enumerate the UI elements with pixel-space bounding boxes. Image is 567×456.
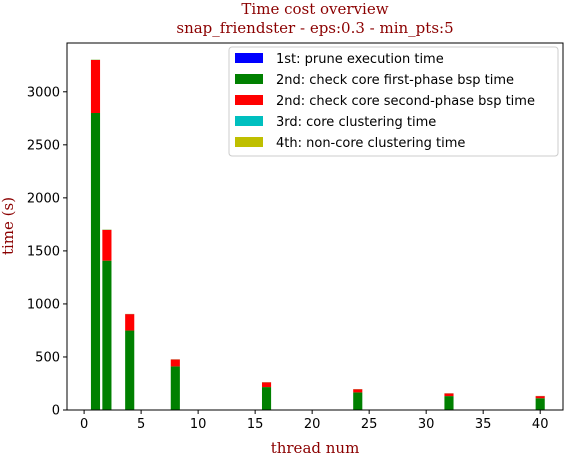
- bar-segment-series2-x32: [444, 396, 454, 410]
- x-tick-label: 10: [190, 417, 207, 432]
- bar-segment-series3-x4: [125, 314, 135, 331]
- x-tick-label: 15: [247, 417, 264, 432]
- legend-label-series2: 2nd: check core first-phase bsp time: [276, 73, 514, 88]
- bar-segment-series2-x8: [170, 366, 180, 410]
- legend-label-series1: 1st: prune execution time: [276, 52, 444, 67]
- x-tick-label: 30: [418, 417, 435, 432]
- x-tick-label: 40: [532, 417, 549, 432]
- bar-segment-series3-x1: [90, 59, 101, 113]
- y-tick-label: 2000: [27, 191, 60, 206]
- x-tick-label: 5: [137, 417, 145, 432]
- legend-swatch-series4: [235, 116, 263, 126]
- bar-segment-series2-x1: [90, 113, 101, 410]
- legend-swatch-series5: [235, 137, 263, 147]
- bar-segment-series3-x8: [170, 359, 180, 367]
- legend-label-series5: 4th: non-core clustering time: [276, 136, 465, 151]
- bar-segment-series3-x32: [444, 393, 454, 397]
- y-tick-label: 500: [35, 350, 60, 365]
- legend: 1st: prune execution time 2nd: check core…: [228, 46, 559, 157]
- bar-segment-series3-x24: [353, 389, 363, 393]
- y-tick-label: 1500: [27, 244, 60, 259]
- legend-label-series4: 3rd: core clustering time: [276, 115, 436, 130]
- x-axis-ticks: 0 5 10 15 20 25 30 35 40: [80, 410, 549, 432]
- y-axis-label: time (s): [0, 197, 17, 255]
- legend-swatch-series1: [235, 53, 263, 63]
- plot-frame: [66, 42, 564, 411]
- legend-box: [228, 46, 559, 157]
- bar-segment-series2-x40: [535, 398, 545, 410]
- bar-segment-series3-x40: [535, 396, 545, 399]
- bar-segment-series3-x2: [102, 229, 112, 261]
- x-tick-label: 20: [304, 417, 321, 432]
- y-axis-ticks: 0 500 1000 1500 2000 2500 3000: [27, 85, 67, 419]
- y-tick-label: 3000: [27, 85, 60, 100]
- bar-segment-series2-x4: [125, 330, 135, 410]
- bar-segment-series2-x24: [353, 392, 363, 410]
- x-tick-label: 0: [80, 417, 88, 432]
- bars-group: [90, 59, 545, 410]
- bar-segment-series2-x2: [102, 260, 112, 410]
- legend-swatch-series3: [235, 95, 263, 105]
- chart-title: Time cost overview: [241, 0, 388, 18]
- x-tick-label: 25: [361, 417, 378, 432]
- chart-subtitle: snap_friendster - eps:0.3 - min_pts:5: [176, 19, 453, 37]
- x-tick-label: 35: [475, 417, 492, 432]
- y-tick-label: 0: [52, 404, 60, 419]
- bar-segment-series3-x16: [261, 382, 272, 388]
- y-tick-label: 2500: [27, 138, 60, 153]
- x-axis-label: thread num: [271, 439, 360, 456]
- legend-swatch-series2: [235, 74, 263, 84]
- bar-segment-series2-x16: [261, 387, 272, 410]
- y-tick-label: 1000: [27, 297, 60, 312]
- legend-label-series3: 2nd: check core second-phase bsp time: [276, 94, 535, 109]
